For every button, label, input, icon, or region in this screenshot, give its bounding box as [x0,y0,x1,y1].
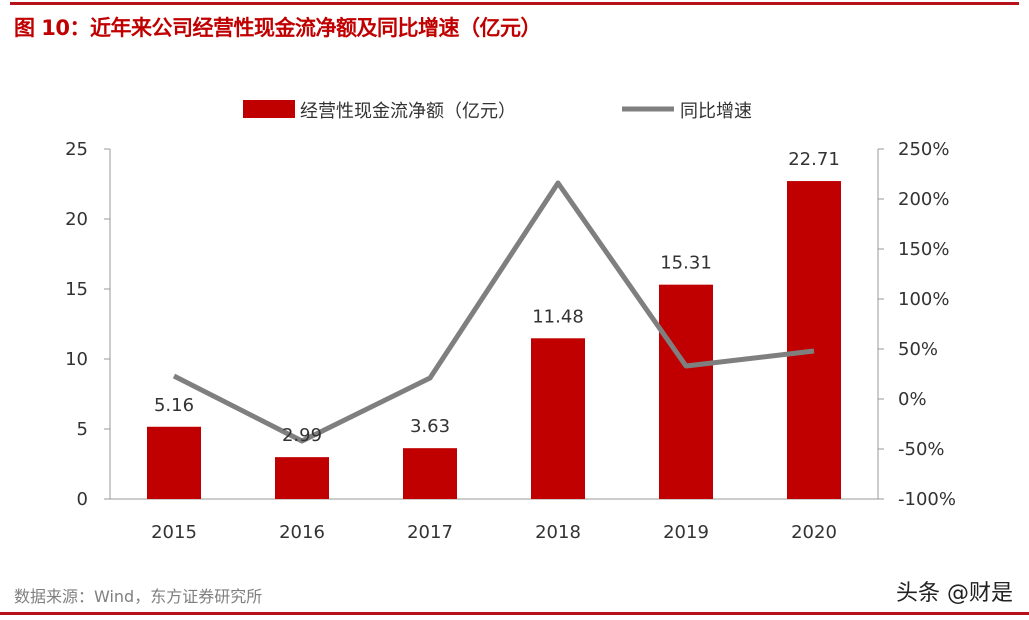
bar-data-label: 15.31 [660,253,712,274]
x-tick-label: 2015 [151,522,197,543]
x-tick-label: 2017 [407,522,453,543]
right-tick-label: -100% [898,489,956,510]
bar [787,181,841,499]
legend-bar-label: 经营性现金流净额（亿元） [300,101,516,122]
bar-data-label: 22.71 [788,149,840,170]
right-tick-label: 50% [898,339,938,360]
right-tick-label: 0% [898,389,927,410]
legend-line-label: 同比增速 [680,101,752,122]
left-tick-label: 5 [77,419,88,440]
x-tick-label: 2016 [279,522,325,543]
bar-data-label: 2.99 [282,425,322,446]
top-rule [10,2,1019,5]
growth-line [172,180,815,444]
right-tick-label: -50% [898,439,945,460]
bar-data-label: 5.16 [154,395,194,416]
watermark: 头条 @财是 [896,581,1013,606]
source-note: 数据来源：Wind，东方证券研究所 [14,587,263,606]
right-tick-label: 250% [898,139,949,160]
bottom-rule [0,612,1029,615]
bar-data-label: 11.48 [532,306,584,327]
left-tick-label: 15 [65,279,88,300]
legend-bar-swatch [243,100,295,118]
x-tick-label: 2018 [535,522,581,543]
bar [659,284,713,499]
left-tick-label: 25 [65,139,88,160]
chart-title: 图 10：近年来公司经营性现金流净额及同比增速（亿元） [14,16,542,40]
right-tick-label: 100% [898,289,949,310]
x-tick-label: 2020 [791,522,837,543]
left-tick-label: 20 [65,209,88,230]
x-tick-label: 2019 [663,522,709,543]
bar [147,426,201,499]
bar [531,338,585,499]
bar [403,448,457,499]
bar [275,457,329,499]
left-tick-label: 0 [77,489,88,510]
bar-data-label: 3.63 [410,416,450,437]
left-tick-label: 10 [65,349,88,370]
right-tick-label: 200% [898,189,949,210]
right-tick-label: 150% [898,239,949,260]
